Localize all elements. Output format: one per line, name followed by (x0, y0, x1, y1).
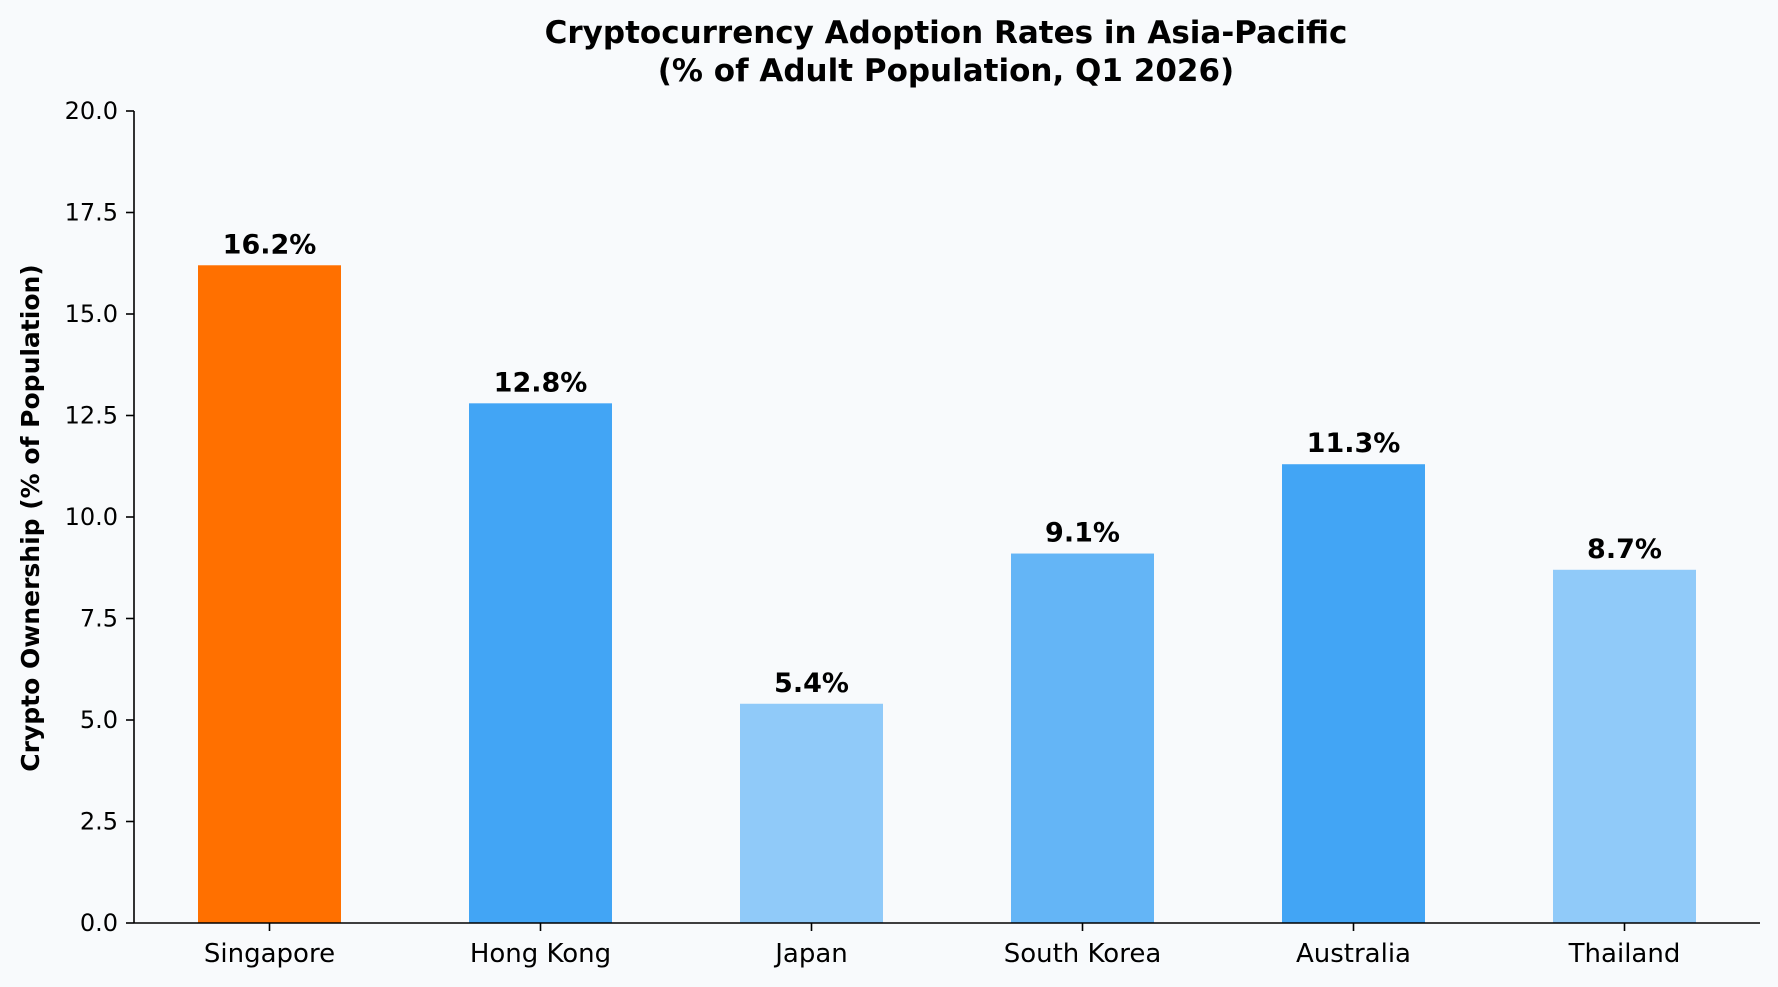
x-tick-label: Japan (773, 939, 848, 969)
x-tick-label: Singapore (204, 939, 335, 969)
x-tick-label: Thailand (1568, 939, 1681, 969)
y-tick-label: 17.5 (65, 199, 118, 227)
bar-south-korea (1011, 553, 1154, 923)
y-axis-ticks: 0.0 2.5 5.0 7.5 10.0 12.5 15.0 17.5 20.0 (65, 97, 134, 937)
bar-hong-kong (469, 403, 612, 923)
data-label: 5.4% (774, 668, 849, 699)
data-label: 16.2% (223, 229, 317, 260)
chart-title: Cryptocurrency Adoption Rates in Asia-Pa… (545, 15, 1348, 89)
y-tick-label: 7.5 (80, 605, 118, 633)
y-tick-label: 0.0 (80, 909, 118, 937)
y-tick-label: 10.0 (65, 503, 118, 531)
bars-group (198, 265, 1696, 923)
bar-singapore (198, 265, 341, 923)
y-tick-label: 5.0 (80, 706, 118, 734)
data-label: 12.8% (494, 367, 588, 398)
x-axis-ticks: Singapore Hong Kong Japan South Korea Austra… (204, 923, 1680, 969)
bar-australia (1282, 464, 1425, 923)
y-tick-label: 20.0 (65, 97, 118, 125)
x-tick-label: South Korea (1004, 939, 1162, 969)
data-label: 9.1% (1045, 518, 1120, 549)
y-tick-label: 2.5 (80, 808, 118, 836)
data-label: 8.7% (1587, 534, 1662, 565)
y-axis-label: Crypto Ownership (% of Population) (16, 264, 45, 771)
x-tick-label: Hong Kong (470, 939, 611, 969)
y-tick-label: 12.5 (65, 402, 118, 430)
data-labels-group: 16.2% 12.8% 5.4% 9.1% 11.3% 8.7% (223, 229, 1662, 698)
chart-title-line-1: Cryptocurrency Adoption Rates in Asia-Pa… (545, 15, 1348, 51)
chart-title-line-2: (% of Adult Population, Q1 2026) (658, 53, 1234, 89)
bar-japan (740, 703, 883, 923)
bar-thailand (1553, 569, 1696, 923)
y-tick-label: 15.0 (65, 300, 118, 328)
data-label: 11.3% (1307, 428, 1401, 459)
x-tick-label: Australia (1296, 939, 1411, 969)
